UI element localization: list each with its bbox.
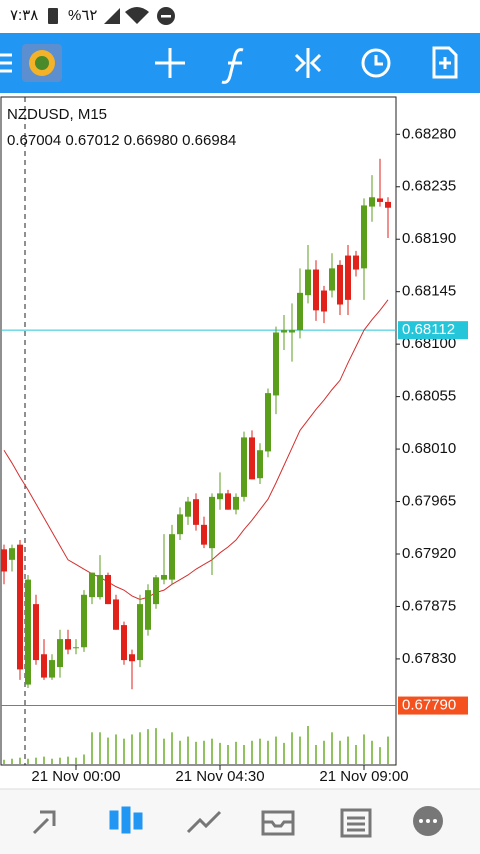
candle-body [273,332,279,396]
status-bar [0,0,480,32]
candle-body [233,496,239,510]
price-label: 0.67790 [402,697,456,714]
quote-line: 0.67004 0.67012 0.66980 0.66984 [7,132,236,149]
candle-body [65,639,71,650]
candle-body [217,493,223,500]
y-tick-label: 0.68100 [402,335,456,352]
signal-icon [104,8,120,24]
menu-button[interactable] [0,53,12,73]
candle-body [297,292,303,331]
price-tag [398,696,468,715]
y-tick-label: 0.67965 [402,492,456,509]
nav-history[interactable] [261,810,295,836]
candle-body [33,604,39,661]
candle-body [281,330,287,333]
y-tick-label: 0.67875 [402,597,456,614]
x-tick-label: 21 Nov 00:00 [31,768,120,785]
nav-chart[interactable] [109,806,143,834]
y-tick-label: 0.68010 [402,440,456,457]
candle-body [377,198,383,202]
price-label: 0.68112 [402,321,455,338]
candle-body [9,548,15,560]
candle-body [193,499,199,525]
candle-body [241,437,247,497]
nav-news[interactable] [340,808,372,838]
candle-body [225,493,231,510]
candle-body [145,590,151,630]
price-tag [398,321,468,340]
battery-icon [48,8,58,24]
timeframe-button[interactable] [361,48,391,78]
candle-body [305,269,311,296]
candle-body [329,268,335,291]
candle-body [337,264,343,305]
chart-title: NZDUSD, M15 [7,106,107,123]
x-tick-label: 21 Nov 04:30 [175,768,264,785]
candle-body [121,625,127,661]
candle-body [49,660,55,678]
candle-body [369,197,375,207]
chart-frame [0,96,397,766]
candle-body [185,501,191,517]
nav-trade[interactable] [186,810,222,834]
candle-body [345,255,351,300]
candle-body [113,599,119,630]
nav-quotes[interactable] [32,810,56,835]
crosshair-button[interactable] [155,48,185,78]
candle-body [41,654,47,678]
battery-level: %٦٢ [68,7,97,24]
candle-body [161,574,167,580]
wifi-icon [125,7,149,24]
y-tick-label: 0.68280 [402,125,456,142]
candle-body [321,290,327,312]
candle-body [129,654,135,662]
candle-body [361,205,367,269]
candle-body [89,572,95,598]
y-tick-label: 0.68235 [402,178,456,195]
candle-body [25,579,31,685]
y-tick-label: 0.68055 [402,388,456,405]
candle-body [313,269,319,311]
candle-body [57,639,63,668]
y-tick-label: 0.68145 [402,283,456,300]
new-order-button[interactable] [432,46,458,79]
candle-body [201,524,207,545]
candle-body [177,514,183,535]
x-tick-label: 21 Nov 09:00 [319,768,408,785]
candle-body [265,393,271,452]
candle-body [209,496,215,549]
indicators-button[interactable] [221,48,244,84]
status-time: ٧:٣٨ [10,7,38,24]
candle-body [257,450,263,479]
candle-body [137,604,143,661]
candle-body [289,330,295,333]
candle-body [153,577,159,605]
y-tick-label: 0.67920 [402,545,456,562]
candle-body [97,574,103,598]
y-tick-label: 0.68190 [402,230,456,247]
nav-messages[interactable] [413,806,443,836]
bottom-nav [0,789,480,854]
candle-body [17,544,23,670]
candle-body [1,549,7,572]
candle-body [169,534,175,580]
candle-body [73,647,79,649]
y-tick-label: 0.67830 [402,650,456,667]
candle-body [385,201,391,208]
candle-body [81,594,87,648]
candle-body [249,437,255,480]
moving-average [3,299,389,600]
symbol-button[interactable] [294,48,322,78]
candle-body [353,255,359,270]
candle-body [105,574,111,605]
